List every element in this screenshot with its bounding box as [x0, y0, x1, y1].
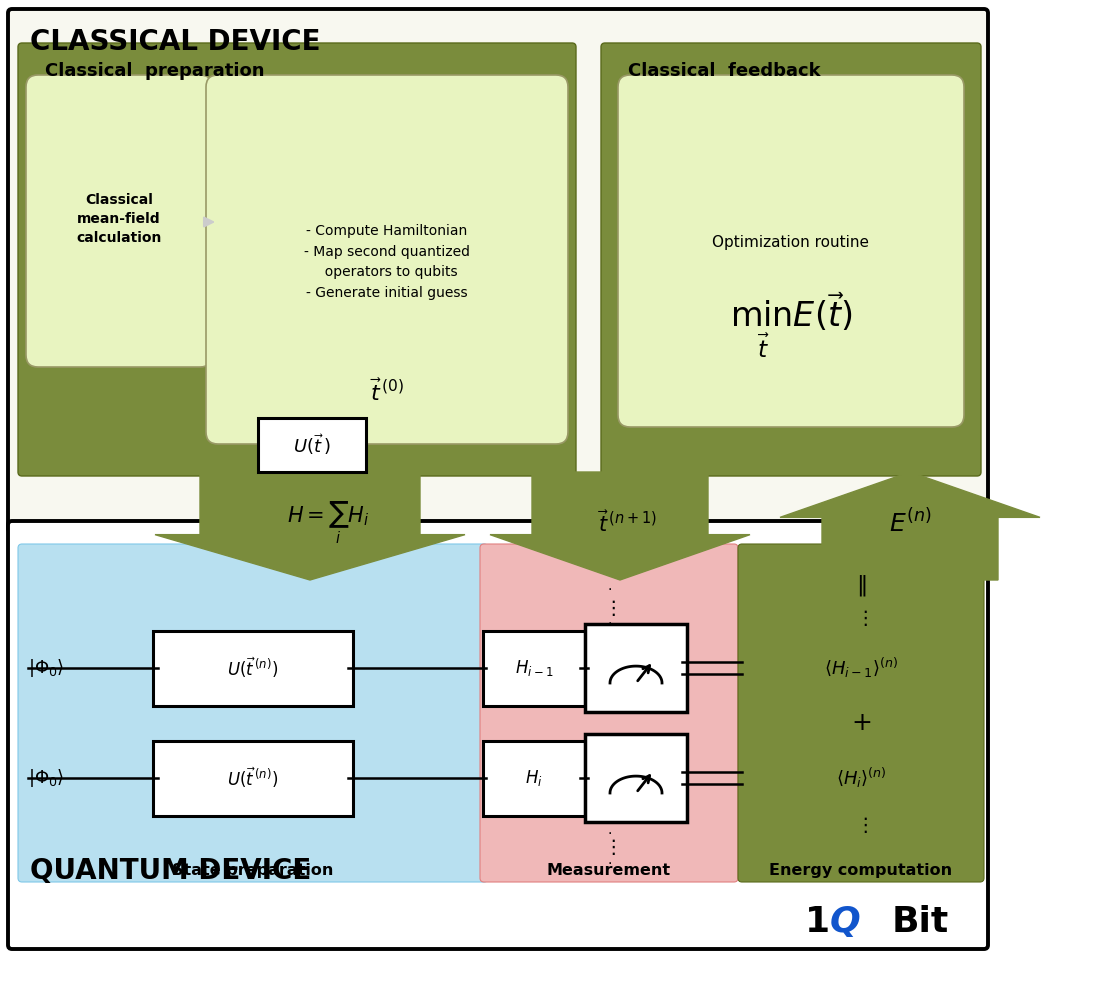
Text: $E^{(n)}$: $E^{(n)}$	[889, 509, 932, 538]
FancyBboxPatch shape	[258, 418, 366, 472]
FancyBboxPatch shape	[18, 544, 488, 882]
Text: $\vec{t}^{\,(n+1)}$: $\vec{t}^{\,(n+1)}$	[598, 510, 658, 536]
Text: $|\Phi_0\rangle$: $|\Phi_0\rangle$	[28, 657, 65, 679]
FancyBboxPatch shape	[618, 75, 964, 427]
Text: $H_{i-1}$: $H_{i-1}$	[515, 658, 553, 678]
FancyBboxPatch shape	[483, 631, 585, 706]
Text: $\vdots$: $\vdots$	[603, 598, 615, 618]
Text: $\vec{t}^{\,(0)}$: $\vec{t}^{\,(0)}$	[370, 379, 404, 405]
Polygon shape	[155, 472, 465, 580]
FancyBboxPatch shape	[585, 624, 687, 712]
Text: 1: 1	[804, 905, 830, 939]
Text: $\cdot$: $\cdot$	[606, 615, 612, 629]
Text: - Compute Hamiltonian
- Map second quantized
  operators to qubits
- Generate in: - Compute Hamiltonian - Map second quant…	[304, 224, 470, 300]
FancyBboxPatch shape	[585, 734, 687, 822]
FancyBboxPatch shape	[8, 521, 987, 949]
FancyBboxPatch shape	[153, 741, 353, 816]
Text: State preparation: State preparation	[172, 863, 333, 878]
Text: $U(\vec{t}^{\,(n)})$: $U(\vec{t}^{\,(n)})$	[227, 655, 278, 680]
Text: Optimization routine: Optimization routine	[712, 235, 869, 249]
Text: $\cdot$: $\cdot$	[606, 825, 612, 839]
Text: $H = \sum_{i} H_i$: $H = \sum_{i} H_i$	[287, 500, 369, 546]
Text: Q: Q	[830, 905, 860, 939]
FancyBboxPatch shape	[601, 43, 981, 476]
Text: $\min_{\vec{t}} E(\vec{t})$: $\min_{\vec{t}} E(\vec{t})$	[730, 290, 853, 359]
Text: $\|$: $\|$	[856, 572, 866, 598]
Text: $\vdots$: $\vdots$	[603, 837, 615, 857]
Text: $\vdots$: $\vdots$	[855, 815, 867, 835]
Text: Measurement: Measurement	[547, 863, 671, 878]
Text: $H_i$: $H_i$	[525, 768, 543, 788]
Text: $+$: $+$	[850, 711, 871, 735]
Text: $|\Phi_0\rangle$: $|\Phi_0\rangle$	[28, 767, 65, 789]
FancyBboxPatch shape	[18, 43, 576, 476]
FancyBboxPatch shape	[480, 544, 738, 882]
FancyBboxPatch shape	[483, 741, 585, 816]
Polygon shape	[490, 472, 750, 580]
Text: Energy computation: Energy computation	[769, 863, 952, 878]
FancyBboxPatch shape	[8, 9, 987, 532]
Text: Classical
mean-field
calculation: Classical mean-field calculation	[77, 192, 162, 246]
Text: $U(\vec{t}\,)$: $U(\vec{t}\,)$	[294, 433, 331, 457]
Text: QUANTUM DEVICE: QUANTUM DEVICE	[30, 857, 311, 885]
Text: $\langle H_i\rangle^{(n)}$: $\langle H_i\rangle^{(n)}$	[836, 766, 887, 790]
Text: Classical  preparation: Classical preparation	[45, 62, 264, 80]
Polygon shape	[780, 472, 1040, 580]
FancyBboxPatch shape	[26, 75, 212, 367]
Text: CLASSICAL DEVICE: CLASSICAL DEVICE	[30, 28, 320, 56]
FancyBboxPatch shape	[206, 75, 568, 444]
Text: Bit: Bit	[892, 905, 949, 939]
Text: $\langle H_{i-1}\rangle^{(n)}$: $\langle H_{i-1}\rangle^{(n)}$	[824, 656, 898, 680]
Text: Classical  feedback: Classical feedback	[628, 62, 821, 80]
FancyBboxPatch shape	[153, 631, 353, 706]
Text: $\vdots$: $\vdots$	[855, 608, 867, 628]
Text: $U(\vec{t}^{\,(n)})$: $U(\vec{t}^{\,(n)})$	[227, 765, 278, 790]
Text: $\cdot$: $\cdot$	[606, 581, 612, 595]
Text: $\cdot$: $\cdot$	[606, 855, 612, 869]
FancyBboxPatch shape	[738, 544, 984, 882]
